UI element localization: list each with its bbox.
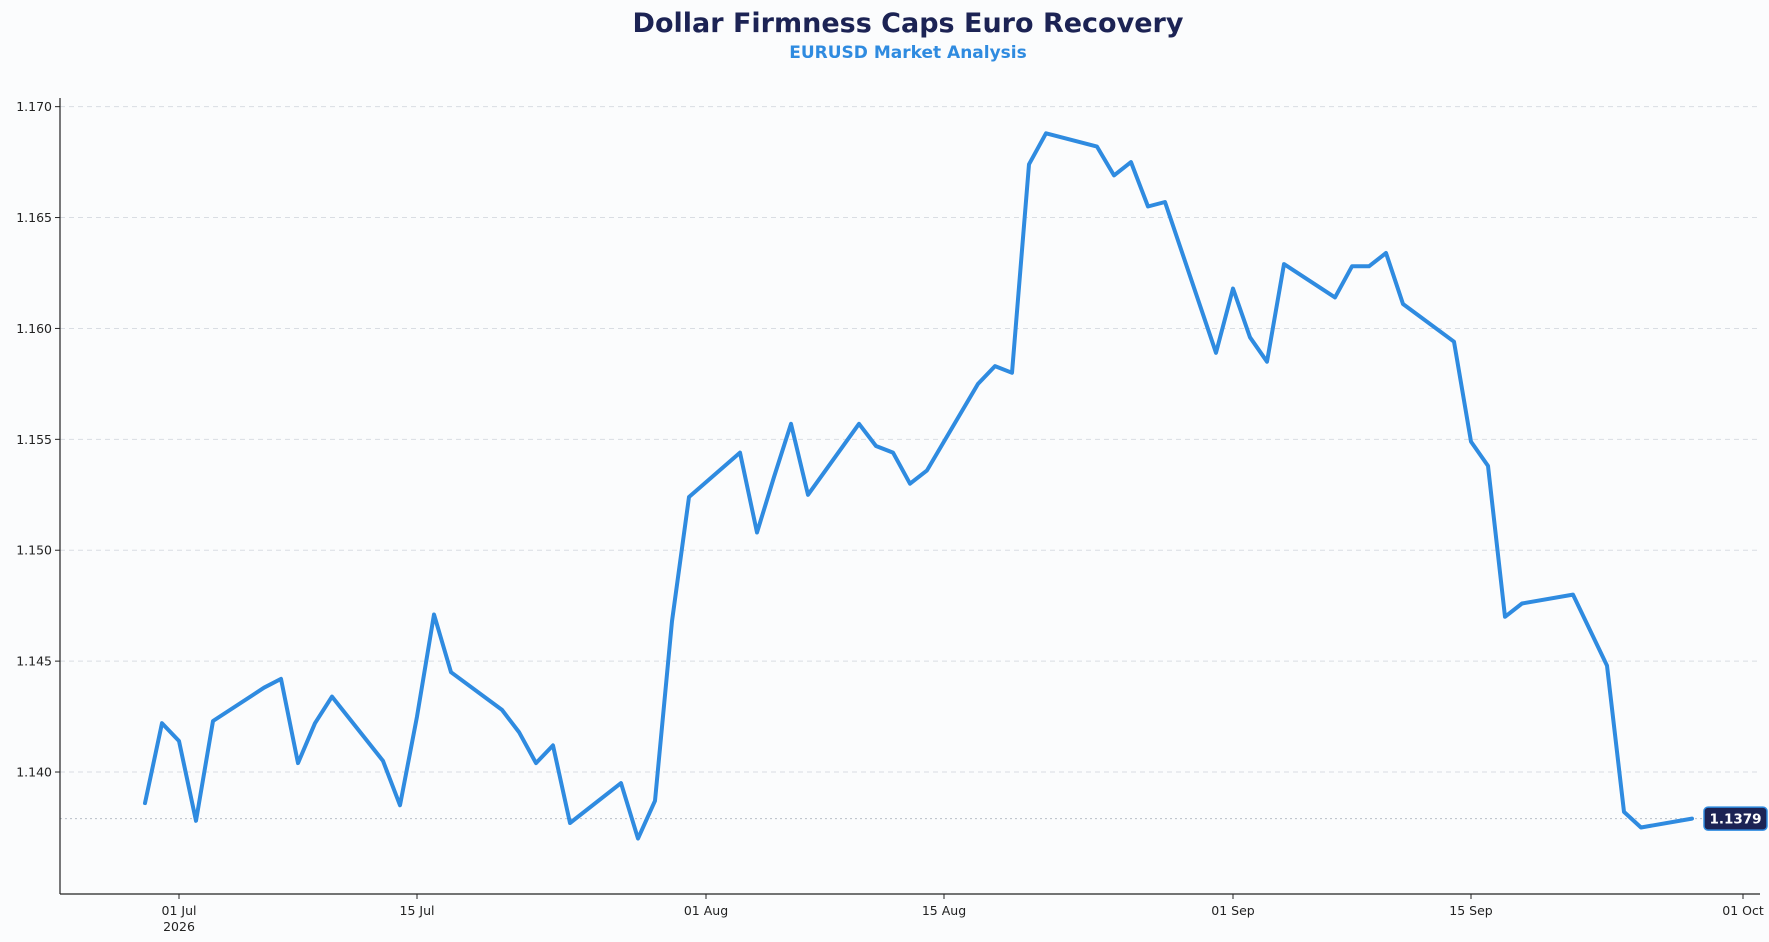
last-value-badge-box — [1703, 806, 1768, 831]
x-tick-label: 01 Oct — [1722, 903, 1764, 918]
y-tick-label: 1.150 — [16, 543, 52, 558]
y-tick-label: 1.145 — [16, 654, 52, 669]
y-tick-label: 1.170 — [16, 99, 52, 114]
series-line — [143, 131, 1694, 841]
last-value-badge: 1.1379 — [1703, 806, 1768, 831]
y-tick-label: 1.165 — [16, 210, 52, 225]
y-tick-label: 1.160 — [16, 321, 52, 336]
y-tick-label: 1.140 — [16, 765, 52, 780]
chart-title: Dollar Firmness Caps Euro Recovery — [633, 8, 1184, 39]
x-tick-label: 15 Jul — [400, 903, 435, 918]
gridlines — [60, 106, 1760, 773]
y-axis-ticks: 1.140 1.145 1.150 1.155 1.160 1.165 1.170 — [16, 99, 60, 780]
x-tick-label: 01 Jul — [162, 903, 197, 918]
x-tick-label: 01 Aug — [684, 903, 728, 918]
x-tick-sublabel: 2026 — [163, 919, 195, 934]
last-value-badge-label: 1.1379 — [1709, 812, 1761, 828]
axes — [59, 98, 1760, 895]
y-tick-label: 1.155 — [16, 432, 52, 447]
series-layer — [143, 131, 1694, 841]
x-tick-label: 15 Aug — [922, 903, 966, 918]
x-tick-label: 01 Sep — [1211, 903, 1255, 918]
chart-subtitle: EURUSD Market Analysis — [789, 43, 1027, 63]
x-tick-label: 15 Sep — [1449, 903, 1493, 918]
